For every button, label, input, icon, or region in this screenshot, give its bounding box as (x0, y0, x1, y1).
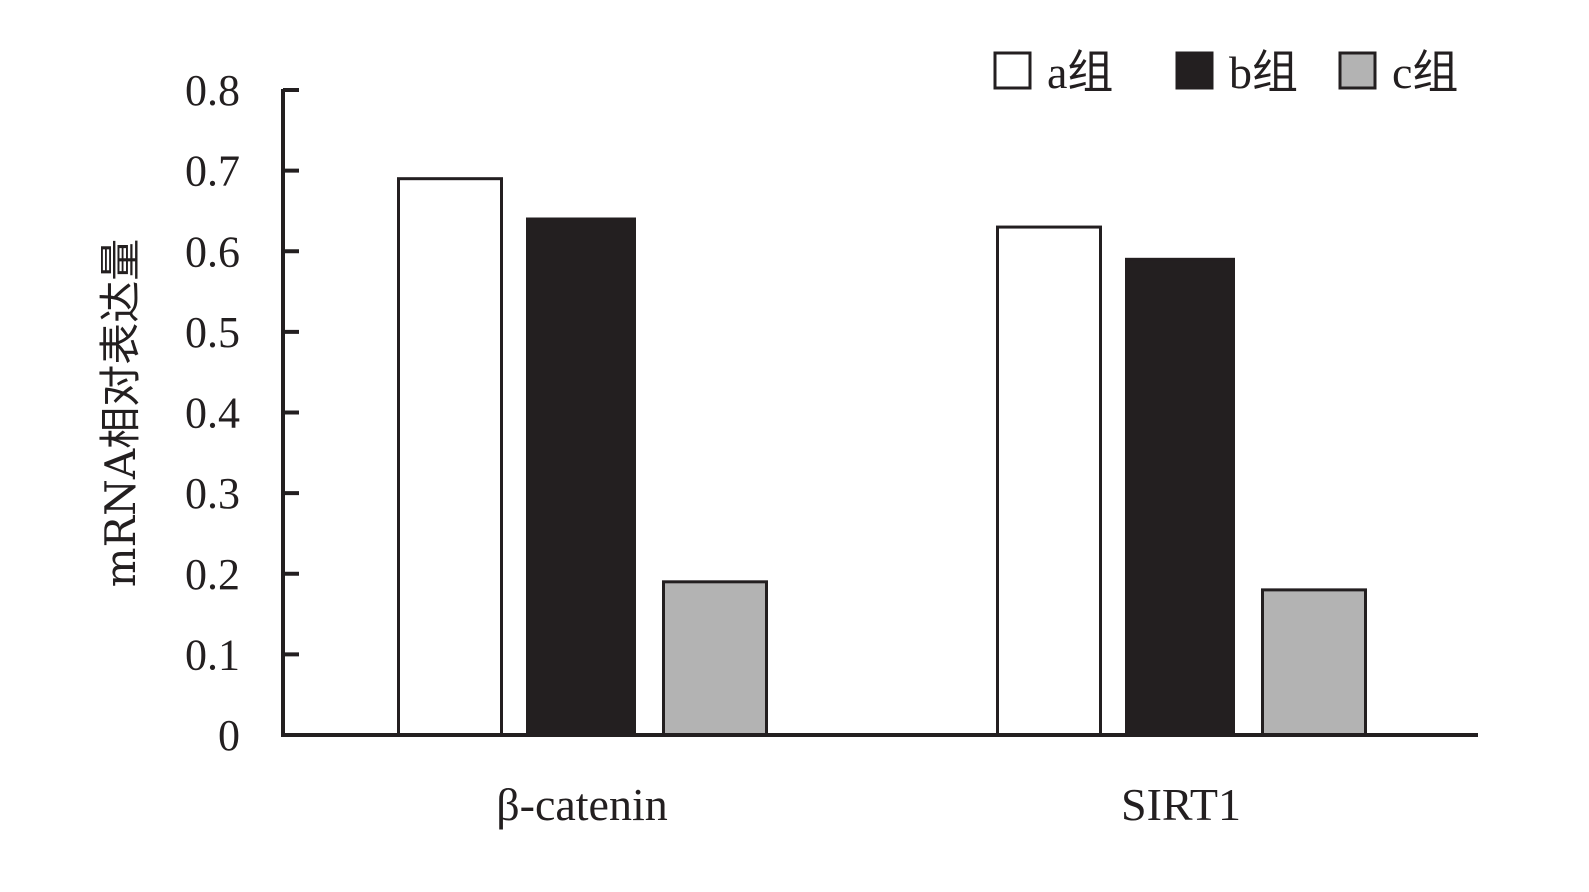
y-tick-label: 0.3 (185, 469, 240, 518)
category-labels-group: β-catenin SIRT1 (496, 779, 1241, 830)
bar-1-1 (397, 177, 503, 737)
bar-1-2 (996, 225, 1102, 737)
y-tick-label: 0.2 (185, 550, 240, 599)
legend-label: c组 (1392, 47, 1458, 98)
y-tick-label: 0.7 (185, 147, 240, 196)
y-tick-label: 0.1 (185, 630, 240, 679)
y-tick-label: 0.4 (185, 389, 240, 438)
bar-2-2 (1125, 257, 1235, 737)
legend-label: b组 (1229, 47, 1298, 98)
bar-2-1 (526, 217, 636, 737)
legend-swatch (1175, 51, 1214, 90)
bar-3-2 (1261, 588, 1367, 737)
y-tick-label: 0.5 (185, 308, 240, 357)
y-ticks-group: 0 0.1 0.2 0.3 0.4 0.5 0.6 0.7 0.8 (185, 66, 299, 760)
x-category-label: β-catenin (496, 779, 668, 830)
bar-3-1 (662, 580, 768, 737)
legend-swatch (1338, 51, 1377, 90)
y-axis-title: mRNA相对表达量 (96, 239, 145, 588)
y-tick-label: 0.8 (185, 66, 240, 115)
legend-label: a组 (1047, 47, 1113, 98)
x-category-label: SIRT1 (1121, 779, 1241, 830)
bars-group (397, 177, 1367, 737)
legend: a组 b组 c组 (993, 47, 1458, 98)
y-tick-label: 0.6 (185, 227, 240, 276)
legend-swatch (993, 51, 1032, 90)
y-tick-label: 0 (218, 711, 240, 760)
